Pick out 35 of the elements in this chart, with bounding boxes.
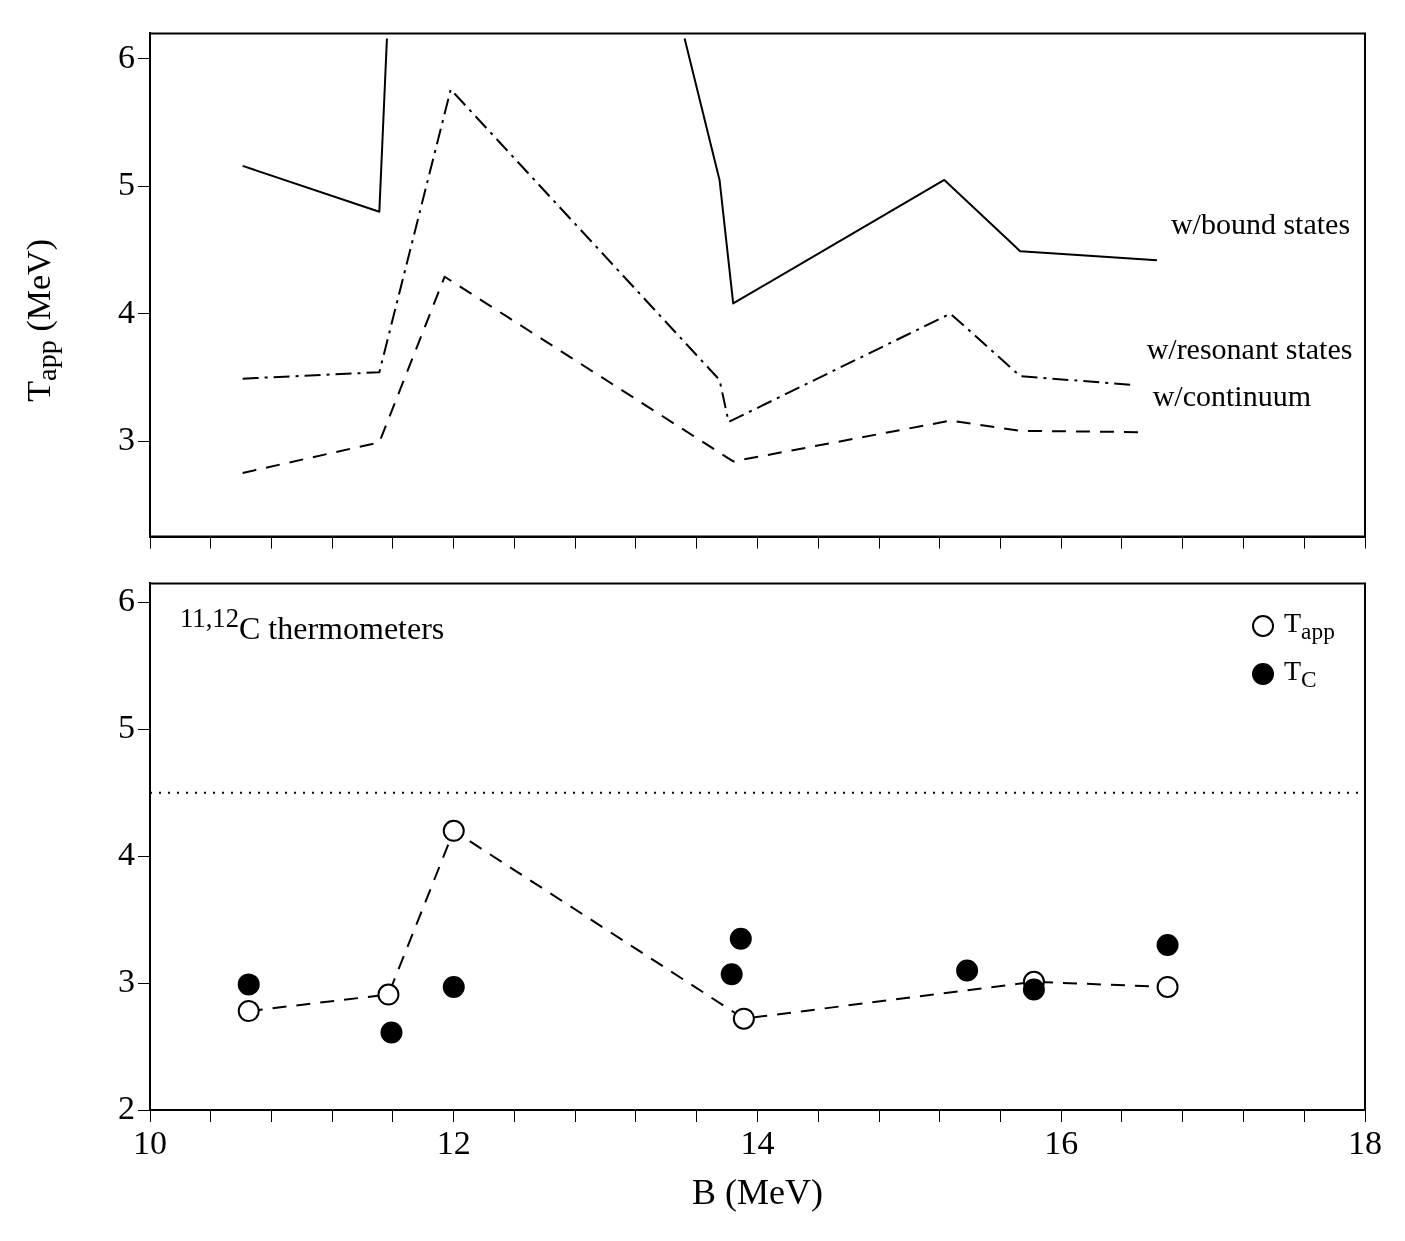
point [442, 819, 465, 842]
point [956, 959, 979, 982]
legend-label: T$_{app}$ [1284, 607, 1335, 644]
point [377, 983, 400, 1006]
point [1022, 978, 1045, 1001]
y-tick-label: 4 [118, 835, 135, 873]
y-tick-label: 2 [118, 1088, 135, 1126]
series-label: w/resonant states [1146, 331, 1353, 365]
point [732, 1007, 755, 1030]
point [237, 1000, 260, 1023]
y-tick-label: 6 [118, 37, 135, 75]
x-tick-label: 12 [436, 1124, 471, 1162]
x-tick-label: 16 [1044, 1124, 1079, 1162]
y-tick-label: 4 [118, 292, 135, 330]
point [729, 927, 752, 950]
y-tick-label: 5 [118, 708, 135, 746]
y-tick-label: 3 [118, 962, 135, 1000]
x-tick-label: 10 [133, 1124, 167, 1162]
annotation: $^{11,12}$C thermometers [180, 603, 445, 648]
x-tick-label: 14 [740, 1124, 775, 1162]
series-label: w/bound states [1170, 207, 1351, 241]
point [237, 973, 260, 996]
x-axis-title: B (MeV) [692, 1171, 823, 1212]
point [380, 1021, 403, 1044]
series-label: w/continuum [1152, 379, 1312, 413]
y-tick-label: 6 [118, 581, 135, 619]
point [442, 975, 465, 998]
point [720, 963, 743, 986]
y-tick-label: 5 [118, 165, 135, 203]
x-tick-label: 18 [1348, 1124, 1382, 1162]
legend-label: T$_{C}$ [1284, 654, 1317, 692]
y-tick-label: 3 [118, 419, 135, 457]
point [1156, 934, 1179, 957]
point [1156, 975, 1179, 998]
line-series [241, 275, 1140, 474]
